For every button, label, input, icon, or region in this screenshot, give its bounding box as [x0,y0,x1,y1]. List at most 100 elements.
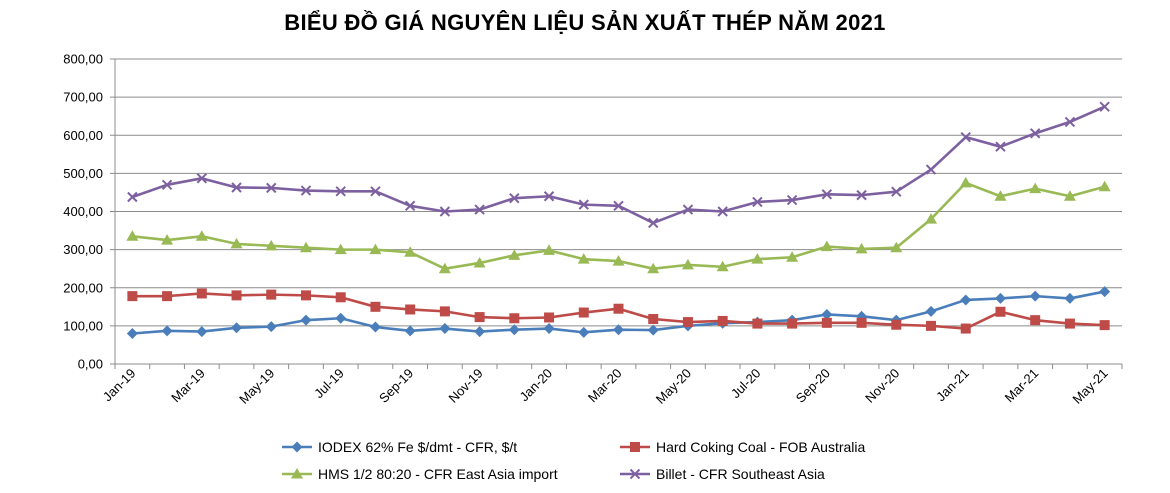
data-point [647,262,660,274]
legend-marker [630,442,640,452]
data-point [196,288,207,299]
data-point [612,255,625,266]
data-point [335,186,346,197]
data-point [300,185,312,196]
data-point [404,246,417,257]
data-point [404,325,416,337]
data-point [994,292,1006,304]
data-point [752,318,763,329]
y-tick-label: 800,00 [63,52,103,67]
data-point [439,206,451,217]
data-point [1029,290,1041,302]
data-point [370,301,381,312]
data-point [925,164,937,175]
y-tick-label: 300,00 [63,242,103,257]
data-point [1099,101,1110,112]
data-point [1030,315,1041,326]
data-point [787,318,798,329]
data-point [856,189,867,201]
data-point [543,323,555,335]
data-point [821,189,833,200]
data-point [127,191,138,203]
data-point [1063,190,1076,201]
legend-label: HMS 1/2 80:20 - CFR East Asia import [318,466,558,482]
x-tick-label: Nov-19 [445,366,485,406]
data-point [613,324,624,336]
data-point [960,294,972,306]
data-point [613,200,624,211]
data-point [438,262,451,274]
legend-marker [291,468,303,479]
data-point [161,179,173,191]
data-point [126,328,138,339]
data-point [230,237,243,249]
data-point [648,217,659,229]
x-tick-label: Sep-20 [793,366,833,406]
data-point [613,303,624,314]
data-point [300,290,311,301]
data-point [994,190,1007,201]
data-point [786,194,798,206]
data-point [439,306,450,317]
data-point [508,324,520,336]
data-point [821,308,833,320]
data-point [1064,292,1076,304]
data-point [925,305,937,317]
data-point [299,241,312,253]
data-point [995,141,1006,152]
data-point [404,200,416,211]
x-tick-label: Mar-19 [168,366,208,406]
data-point [926,320,937,331]
data-point [648,314,659,325]
y-tick-label: 500,00 [63,166,103,181]
data-point [544,312,555,323]
x-tick-label: Jul-20 [728,366,764,402]
data-point [820,240,833,252]
x-tick-label: Jan-19 [100,366,139,405]
data-point [925,213,938,224]
data-point [1098,180,1111,192]
data-point [265,321,277,333]
data-point [196,326,208,338]
data-point [717,206,728,217]
chart-title: BIỂU ĐỒ GIÁ NGUYÊN LIỆU SẢN XUẤT THÉP NĂ… [284,10,886,35]
data-point [473,256,486,268]
legend-marker [629,468,641,480]
data-point [1099,320,1110,331]
data-point [959,176,972,188]
data-point [578,199,589,210]
data-point [335,312,347,324]
y-tick-label: 100,00 [63,318,103,333]
data-point [647,324,659,336]
data-point [1064,318,1075,329]
y-tick-label: 400,00 [63,204,103,219]
data-point [474,312,485,323]
data-point [161,325,173,337]
data-point [266,289,277,300]
data-point [335,292,346,303]
data-point [474,204,485,215]
data-point [1064,116,1076,128]
data-point [474,326,486,338]
data-point [126,230,139,241]
data-point [162,291,173,302]
y-tick-label: 0,00 [78,357,103,372]
legend-label: Hard Coking Coal - FOB Australia [656,439,866,455]
x-tick-label: Jul-19 [311,366,347,402]
data-point [543,244,556,255]
data-point [195,230,208,241]
y-tick-label: 200,00 [63,280,103,295]
data-point [578,307,589,318]
data-point [1099,286,1111,298]
data-point [127,291,138,302]
data-point [266,182,277,194]
legend-label: Billet - CFR Southeast Asia [656,466,825,482]
data-point [231,322,243,334]
data-point [890,241,903,253]
data-point [509,313,520,324]
data-point [717,315,728,326]
x-tick-label: Mar-20 [585,366,625,406]
legend-marker [291,441,303,453]
data-point [960,323,971,334]
